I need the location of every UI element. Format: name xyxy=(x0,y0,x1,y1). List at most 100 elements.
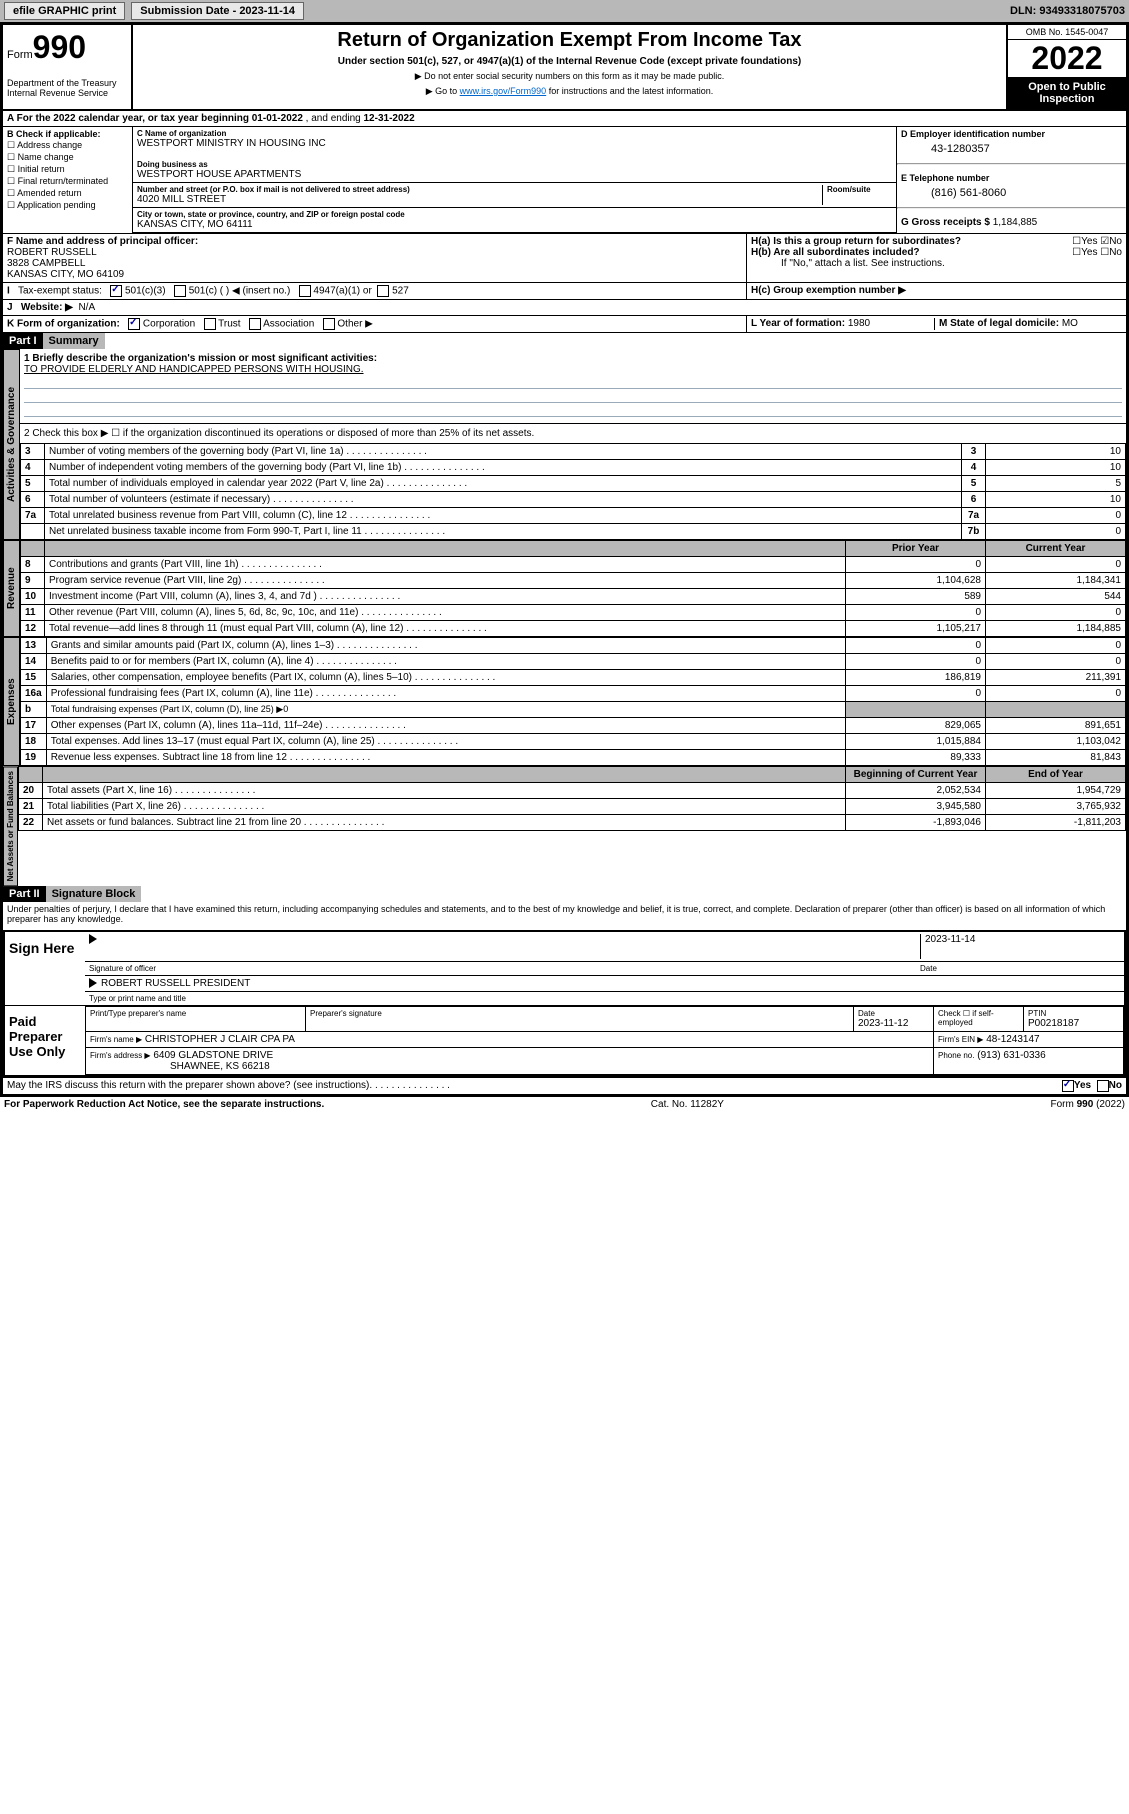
prep-date: 2023-11-12 xyxy=(858,1018,908,1029)
chk-pending: Application pending xyxy=(17,200,96,210)
top-bar: efile GRAPHIC print Submission Date - 20… xyxy=(0,0,1129,22)
ha-yes: Yes xyxy=(1081,236,1097,247)
arrow-icon xyxy=(89,934,97,944)
chk-501c3[interactable] xyxy=(110,285,122,297)
chk-corp[interactable] xyxy=(128,318,140,330)
k-row: K Form of organization: Corporation Trus… xyxy=(3,316,1126,333)
website-value: N/A xyxy=(78,302,95,313)
addr-label: Number and street (or P.O. box if mail i… xyxy=(137,185,822,194)
l-value: 1980 xyxy=(848,318,870,329)
check-b-column: B Check if applicable: ☐ Address change … xyxy=(3,127,133,233)
tel-value: (816) 561-8060 xyxy=(901,187,1122,199)
note-pre: ▶ Go to xyxy=(426,86,460,96)
rev-label: Revenue xyxy=(3,540,20,637)
footer-right: Form 990 (2022) xyxy=(1051,1099,1125,1110)
chk-discuss-yes[interactable] xyxy=(1062,1080,1074,1092)
department-label: Department of the Treasury Internal Reve… xyxy=(7,78,127,98)
ptin-value: P00218187 xyxy=(1028,1018,1079,1029)
footer: For Paperwork Reduction Act Notice, see … xyxy=(0,1097,1129,1112)
chk-discuss-no[interactable] xyxy=(1097,1080,1109,1092)
org-address: 4020 MILL STREET xyxy=(137,194,822,205)
signature-block: Sign Here 2023-11-14 Signature of office… xyxy=(3,930,1126,1078)
gov-table: 3Number of voting members of the governi… xyxy=(20,443,1126,540)
line-2: 2 Check this box ▶ ☐ if the organization… xyxy=(20,424,1126,443)
dln-label: DLN: 93493318075703 xyxy=(1010,5,1125,17)
note-ssn: ▶ Do not enter social security numbers o… xyxy=(137,71,1002,82)
ha-label: H(a) Is this a group return for subordin… xyxy=(751,236,961,247)
efile-button[interactable]: efile GRAPHIC print xyxy=(4,2,125,20)
print-name-label: Print/Type preparer's name xyxy=(90,1009,301,1018)
form-title: Return of Organization Exempt From Incom… xyxy=(137,29,1002,52)
org-column: C Name of organization WESTPORT MINISTRY… xyxy=(133,127,896,233)
ha-no: No xyxy=(1109,236,1122,247)
rev-table: Prior YearCurrent Year8Contributions and… xyxy=(20,540,1126,637)
chk-initial: Initial return xyxy=(18,164,65,174)
chk-501c[interactable] xyxy=(174,285,186,297)
hb-label: H(b) Are all subordinates included? xyxy=(751,247,920,258)
chk-address: Address change xyxy=(17,140,82,150)
revenue-section: Revenue Prior YearCurrent Year8Contribut… xyxy=(3,540,1126,637)
form-label: Form xyxy=(7,49,33,61)
governance-section: Activities & Governance 1 Briefly descri… xyxy=(3,349,1126,540)
room-label: Room/suite xyxy=(827,185,892,194)
discuss-yes: Yes xyxy=(1074,1080,1091,1092)
website-row: J Website: ▶ N/A xyxy=(3,300,1126,316)
check-b-label: B Check if applicable: xyxy=(7,129,101,139)
header-row: Form990 Department of the Treasury Inter… xyxy=(3,25,1126,111)
tax-status-label: Tax-exempt status: xyxy=(18,286,102,297)
chk-amended: Amended return xyxy=(17,188,82,198)
ptin-label: PTIN xyxy=(1028,1009,1119,1018)
irs-link[interactable]: www.irs.gov/Form990 xyxy=(460,86,547,96)
self-employed-label: Check ☐ if self-employed xyxy=(934,1007,1024,1032)
sig-date-label: Date xyxy=(920,964,1120,973)
chk-4947[interactable] xyxy=(299,285,311,297)
officer-label: F Name and address of principal officer: xyxy=(7,236,198,247)
phone-label: Phone no. xyxy=(938,1051,974,1060)
dba-label: Doing business as xyxy=(137,160,892,169)
omb-number: OMB No. 1545-0047 xyxy=(1008,25,1126,40)
hb-row: H(b) Are all subordinates included? ☐Yes… xyxy=(751,247,1122,258)
form-container: Form990 Department of the Treasury Inter… xyxy=(0,22,1129,1097)
501c3-label: 501(c)(3) xyxy=(125,286,166,297)
city-label: City or town, state or province, country… xyxy=(137,210,892,219)
part2-title: Signature Block xyxy=(46,886,142,902)
i-label: I xyxy=(7,286,10,297)
tax-year: 2022 xyxy=(1008,40,1126,77)
arrow-icon xyxy=(89,978,97,988)
ein-label: D Employer identification number xyxy=(901,129,1122,139)
org-name: WESTPORT MINISTRY IN HOUSING INC xyxy=(137,138,892,149)
hc-label: H(c) Group exemption number ▶ xyxy=(751,285,906,296)
form-subtitle: Under section 501(c), 527, or 4947(a)(1)… xyxy=(137,56,1002,67)
exp-label: Expenses xyxy=(3,637,20,766)
org-name-label: C Name of organization xyxy=(137,129,892,138)
chk-other[interactable] xyxy=(323,318,335,330)
firm-ein: 48-1243147 xyxy=(986,1034,1039,1045)
note-link: ▶ Go to www.irs.gov/Form990 for instruct… xyxy=(137,86,1002,97)
chk-assoc[interactable] xyxy=(249,318,261,330)
officer-addr1: 3828 CAMPBELL xyxy=(7,258,85,269)
footer-mid: Cat. No. 11282Y xyxy=(651,1099,724,1110)
tax-status-row: I Tax-exempt status: 501(c)(3) 501(c) ( … xyxy=(3,283,1126,300)
part2-header: Part IISignature Block xyxy=(3,886,1126,902)
sig-officer-label: Signature of officer xyxy=(89,964,920,973)
sign-here-label: Sign Here xyxy=(5,932,85,1005)
discuss-question: May the IRS discuss this return with the… xyxy=(7,1080,369,1092)
name-title-label: Type or print name and title xyxy=(85,992,1124,1005)
mission-text: TO PROVIDE ELDERLY AND HANDICAPPED PERSO… xyxy=(24,364,364,375)
4947-label: 4947(a)(1) or xyxy=(313,286,371,297)
k-label: K Form of organization: xyxy=(7,319,120,330)
chk-name: Name change xyxy=(18,152,74,162)
discuss-no: No xyxy=(1109,1080,1122,1092)
chk-trust[interactable] xyxy=(204,318,216,330)
m-value: MO xyxy=(1062,318,1078,329)
501c-label: 501(c) ( ) ◀ (insert no.) xyxy=(189,286,291,297)
ha-row: H(a) Is this a group return for subordin… xyxy=(751,236,1122,247)
gross-label: G Gross receipts $ xyxy=(901,217,990,228)
website-label: Website: ▶ xyxy=(21,302,73,313)
officer-row: F Name and address of principal officer:… xyxy=(3,234,1126,283)
gov-label: Activities & Governance xyxy=(3,349,20,540)
chk-527[interactable] xyxy=(377,285,389,297)
trust-label: Trust xyxy=(218,319,240,330)
tel-label: E Telephone number xyxy=(901,173,1122,183)
penalties-text: Under penalties of perjury, I declare th… xyxy=(3,902,1126,926)
